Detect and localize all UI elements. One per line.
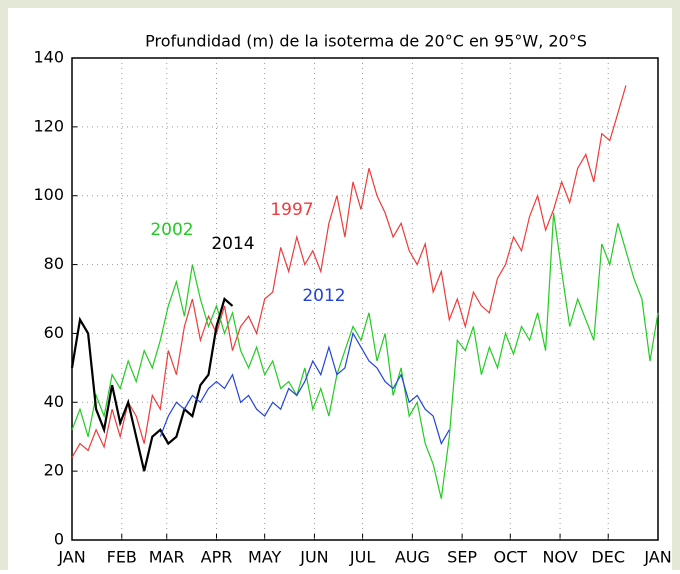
y-tick-label: 40 bbox=[44, 392, 64, 411]
y-tick-label: 80 bbox=[44, 254, 64, 273]
x-tick-label: NOV bbox=[542, 548, 577, 567]
series-label: 2012 bbox=[302, 286, 345, 306]
y-tick-label: 0 bbox=[54, 530, 64, 549]
x-tick-label: AUG bbox=[395, 548, 430, 567]
series-line bbox=[71, 212, 659, 499]
y-tick-label: 140 bbox=[33, 48, 64, 67]
series-label: 1997 bbox=[270, 200, 313, 220]
x-tick-label: JUN bbox=[299, 548, 328, 567]
y-tick-label: 60 bbox=[44, 323, 64, 342]
plot-frame bbox=[71, 57, 659, 541]
x-tick-label: OCT bbox=[494, 548, 528, 567]
series-label: 2014 bbox=[211, 234, 254, 254]
x-tick-label: FEB bbox=[107, 548, 137, 567]
y-tick-label: 100 bbox=[33, 185, 64, 204]
x-tick-label: SEP bbox=[447, 548, 477, 567]
series-line bbox=[71, 85, 627, 458]
series-line bbox=[70, 297, 234, 472]
x-tick-label: JUL bbox=[349, 548, 375, 567]
x-tick-label: MAR bbox=[149, 548, 185, 567]
chart-background bbox=[8, 8, 672, 570]
y-tick-label: 120 bbox=[33, 116, 64, 135]
x-tick-label: MAY bbox=[248, 548, 282, 567]
x-tick-label: APR bbox=[201, 548, 233, 567]
x-tick-label: JAN bbox=[57, 548, 85, 567]
series-line bbox=[159, 331, 450, 446]
x-tick-label: DEC bbox=[591, 548, 625, 567]
y-tick-label: 20 bbox=[44, 461, 64, 480]
series-label: 2002 bbox=[150, 220, 193, 240]
chart-title: Profundidad (m) de la isoterma de 20°C e… bbox=[145, 32, 587, 51]
x-tick-label: JAN bbox=[643, 548, 671, 567]
